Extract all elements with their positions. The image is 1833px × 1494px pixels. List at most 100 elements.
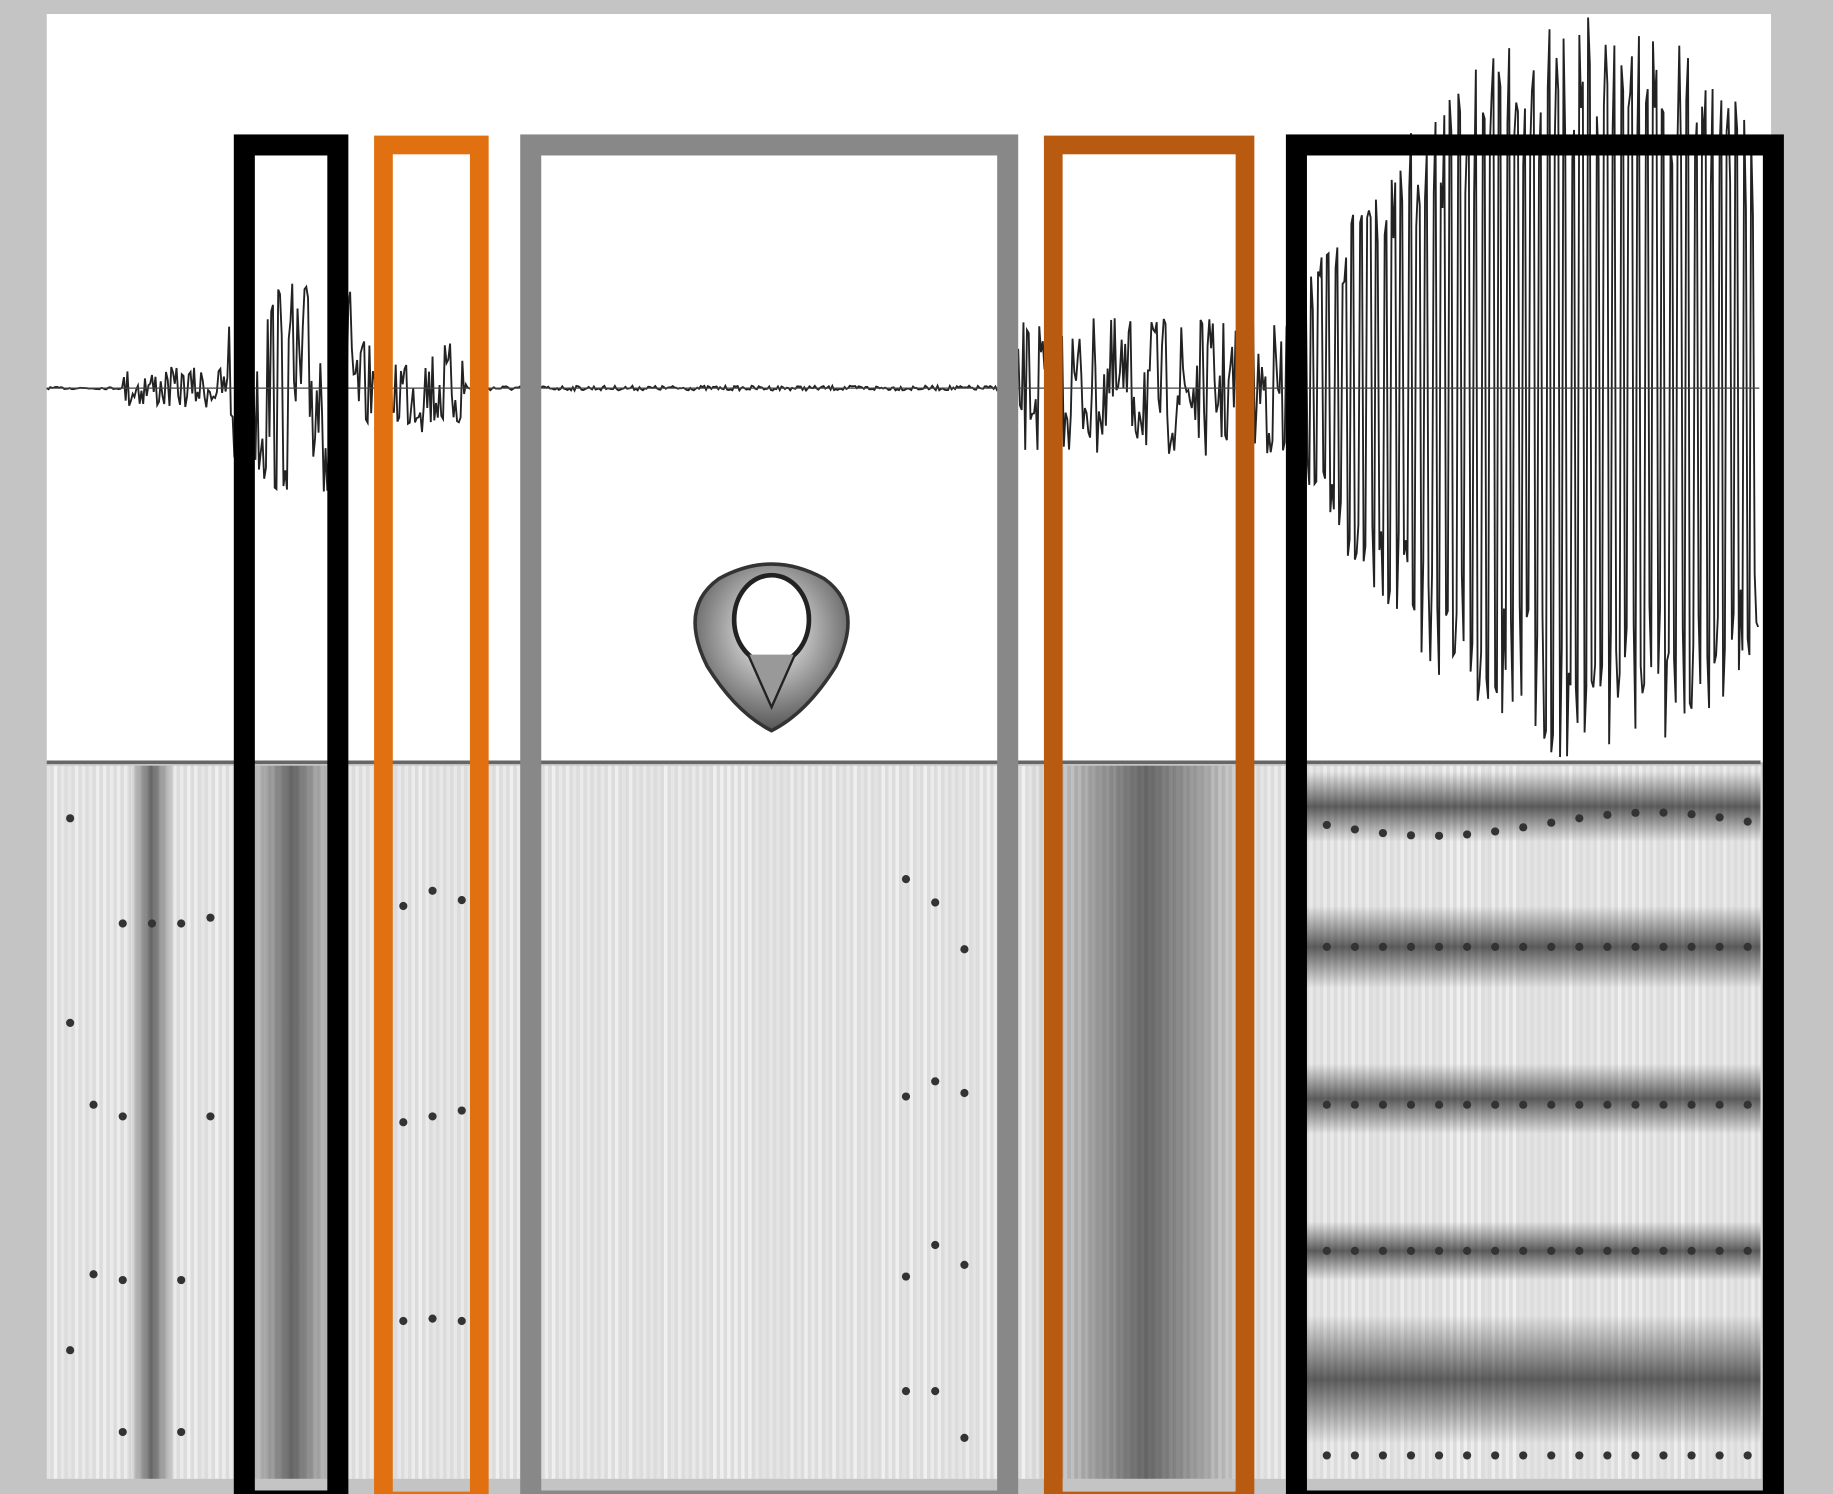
formant-dot <box>1519 1246 1528 1255</box>
formant-dot <box>1687 810 1696 819</box>
formant-dot <box>1491 1246 1500 1255</box>
formant-dot <box>1350 1451 1359 1460</box>
formant-dot <box>1547 1451 1556 1460</box>
striation <box>229 765 233 1479</box>
striation <box>558 765 563 1479</box>
formant-dot <box>1659 808 1668 817</box>
striation <box>649 765 654 1479</box>
striation <box>916 765 921 1479</box>
formant-dot <box>1631 1100 1640 1109</box>
formant-dot <box>1743 1246 1752 1255</box>
segment-box <box>520 134 1019 1494</box>
segment-box <box>374 135 489 1494</box>
formant-dot <box>901 1272 911 1281</box>
formant-dot <box>1406 942 1416 951</box>
formant-dot <box>901 1387 911 1396</box>
formant-dot <box>1631 1246 1640 1255</box>
striation <box>769 765 773 1479</box>
striation <box>818 765 822 1479</box>
striation <box>888 765 892 1479</box>
striation <box>488 765 493 1479</box>
striation <box>222 765 226 1479</box>
striation <box>909 765 913 1479</box>
formant-dot <box>1463 1246 1472 1255</box>
striation <box>958 765 963 1479</box>
striation <box>516 765 521 1479</box>
segment-box <box>1043 135 1255 1494</box>
striation <box>671 765 675 1479</box>
striation <box>74 765 79 1479</box>
formant-dot <box>206 1112 215 1121</box>
formant-dot <box>66 1346 75 1355</box>
striation <box>446 765 451 1479</box>
formant-dot <box>177 1275 186 1285</box>
striation <box>81 765 86 1479</box>
striation <box>565 765 570 1479</box>
formant-dot <box>399 901 408 911</box>
striation <box>432 765 437 1479</box>
striation <box>734 765 738 1479</box>
striation <box>804 765 808 1479</box>
striation <box>551 765 556 1479</box>
striation <box>860 765 864 1479</box>
formant-dot <box>1406 1100 1416 1109</box>
formant-dot <box>89 1270 98 1279</box>
formant-dot <box>206 913 215 922</box>
formant-dot <box>931 1240 940 1250</box>
formant-dot <box>960 1088 969 1098</box>
striation <box>586 765 591 1479</box>
formant-dot <box>1434 942 1444 951</box>
formant-dot <box>1491 1451 1500 1460</box>
formant-dot <box>1491 942 1500 951</box>
striation <box>628 765 633 1479</box>
formant-dot <box>1519 1451 1528 1460</box>
striation <box>369 765 373 1479</box>
formant-dot <box>1519 942 1528 951</box>
striation <box>979 765 984 1479</box>
formant-dot <box>1575 1100 1584 1109</box>
striation <box>937 765 942 1479</box>
striation <box>614 765 619 1479</box>
striation <box>762 765 766 1479</box>
striation <box>846 765 850 1479</box>
larynx-icon <box>693 562 850 733</box>
formant-dot <box>1378 828 1388 838</box>
formant-dot <box>1575 1451 1584 1460</box>
formant-dot <box>1603 1246 1612 1255</box>
striation <box>986 765 991 1479</box>
formant-dot <box>1715 942 1724 951</box>
formant-dot <box>1631 1451 1640 1460</box>
formant-dot <box>457 1316 466 1326</box>
formant-dot <box>1659 942 1668 951</box>
formant-dot <box>1463 942 1472 951</box>
formant-dot <box>428 886 437 895</box>
formant-dot <box>1603 942 1612 951</box>
formant-dot <box>1434 831 1444 840</box>
striation <box>853 765 857 1479</box>
formant-dot <box>1547 1100 1556 1109</box>
formant-dot <box>1687 942 1696 951</box>
formant-dot <box>1659 1100 1668 1109</box>
formant-dot <box>1322 1451 1331 1460</box>
formant-band <box>1303 771 1761 842</box>
striation <box>685 765 689 1479</box>
striation <box>102 765 107 1479</box>
striation <box>692 765 696 1479</box>
formant-dot <box>428 1112 437 1121</box>
formant-dot <box>1715 1100 1724 1109</box>
formant-dot <box>931 1077 940 1086</box>
dark-band <box>1028 765 1263 1479</box>
formant-dot <box>1547 818 1556 827</box>
striation <box>467 765 472 1479</box>
striation <box>783 765 787 1479</box>
striation <box>411 765 415 1479</box>
formant-dot <box>901 1092 911 1101</box>
formant-dot <box>1350 1246 1359 1255</box>
formant-dot <box>1378 1100 1388 1109</box>
striation <box>123 765 128 1479</box>
striation <box>663 765 668 1479</box>
formant-dot <box>1547 942 1556 951</box>
segment-box <box>233 134 349 1494</box>
striation <box>741 765 745 1479</box>
